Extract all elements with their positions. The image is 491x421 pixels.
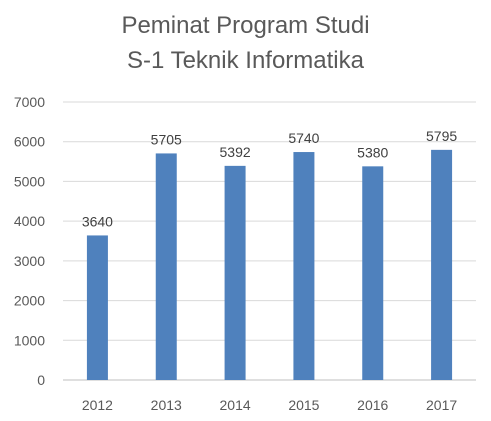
x-tick-label: 2012 — [82, 397, 113, 413]
bar — [224, 165, 246, 380]
y-tick-label: 0 — [37, 372, 45, 388]
x-tick-label: 2016 — [357, 397, 388, 413]
y-tick-label: 6000 — [14, 134, 45, 150]
y-tick-label: 3000 — [14, 253, 45, 269]
x-tick-label: 2013 — [151, 397, 182, 413]
y-tick-label: 1000 — [14, 332, 45, 348]
y-tick-label: 2000 — [14, 293, 45, 309]
data-label: 3640 — [82, 213, 113, 229]
data-label: 5795 — [426, 128, 457, 144]
y-tick-label: 5000 — [14, 173, 45, 189]
data-label: 5740 — [288, 130, 319, 146]
chart-title-line-1: Peminat Program Studi — [121, 12, 370, 39]
x-tick-label: 2015 — [288, 397, 319, 413]
x-tick-label: 2017 — [426, 397, 457, 413]
data-label: 5392 — [220, 144, 251, 160]
bar — [362, 166, 384, 380]
data-label: 5705 — [151, 131, 182, 147]
x-tick-label: 2014 — [220, 397, 251, 413]
bar — [155, 153, 177, 380]
bar — [86, 235, 108, 380]
chart-title-line-2: S-1 Teknik Informatika — [127, 47, 364, 74]
y-tick-label: 4000 — [14, 213, 45, 229]
bar — [431, 149, 453, 380]
data-label: 5380 — [357, 144, 388, 160]
chart-title: Peminat Program Studi S-1 Teknik Informa… — [0, 8, 491, 78]
bar — [293, 152, 315, 380]
y-tick-label: 7000 — [14, 94, 45, 110]
